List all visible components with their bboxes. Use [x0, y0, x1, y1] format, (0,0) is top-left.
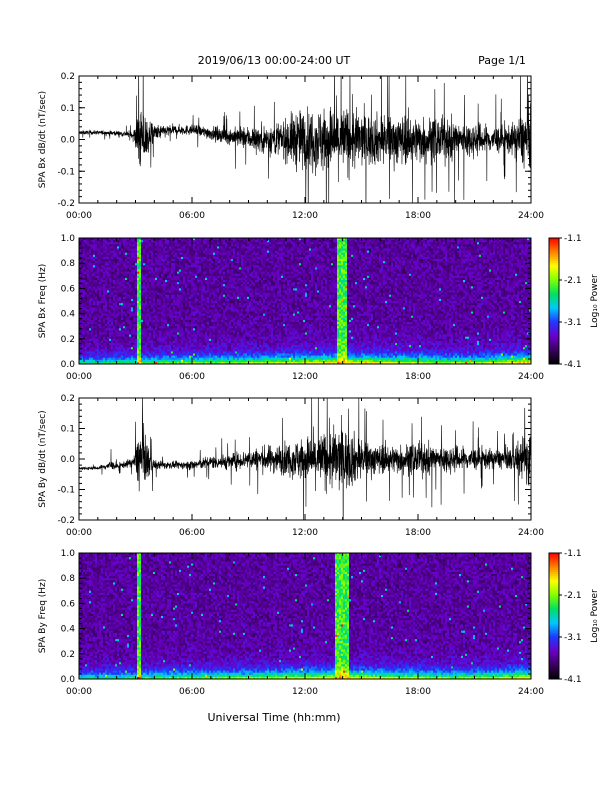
y-tick-label: -0.2	[57, 199, 75, 209]
x-tick-label: 18:00	[405, 211, 431, 221]
panel-bx-spectrogram: 00:00 06:00 12:00 18:00 24:001.00.80.60.40.2…	[38, 234, 544, 382]
panel-bx-timeseries: 00:00 06:00 12:00 18:00 24:00 0.2 0.1 0.0 -0.1 -0…	[38, 41, 544, 251]
page-indicator: Page 1/1	[478, 54, 526, 67]
y-tick-label: 0.2	[61, 72, 75, 82]
y-tick-label: -0.1	[57, 167, 75, 177]
y-tick-label: 0.1	[61, 104, 75, 114]
x-tick-label: 00:00	[66, 211, 92, 221]
x-tick-label: 06:00	[179, 211, 205, 221]
heatmap-cells	[79, 238, 531, 364]
figure-title: 2019/06/13 00:00-24:00 UT	[198, 54, 351, 67]
x-tick-label: 12:00	[292, 211, 318, 221]
y-axis-label: SPA Bx dB/dt (nT/sec)	[38, 91, 48, 188]
y-tick-label: 0.0	[61, 136, 76, 146]
x-tick-label: 24:00	[518, 211, 544, 221]
